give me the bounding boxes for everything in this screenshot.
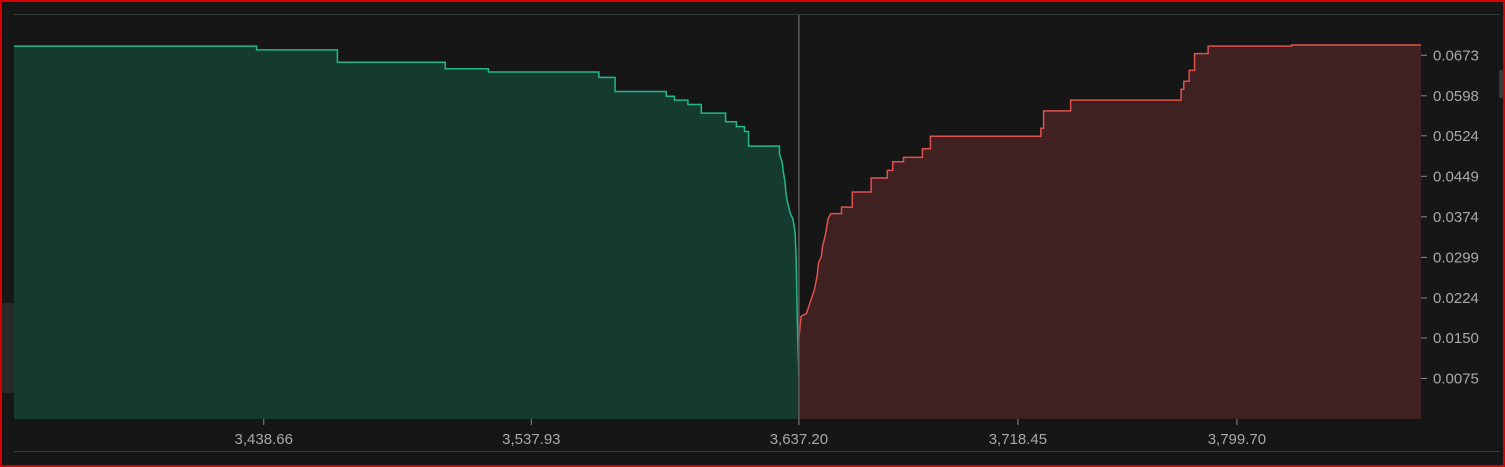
bids-depth-line [14,45,800,376]
x-tick-label: 3,799.70 [1208,431,1266,448]
asks-depth-area [798,45,1421,419]
x-tick-label: 3,438.66 [235,431,293,448]
top-border-line [14,14,1500,15]
right-edge-mark [1499,70,1503,98]
y-tick-label: 0.0150 [1433,330,1479,347]
y-tick-label: 0.0299 [1433,249,1479,266]
bottom-border-line [14,451,1500,452]
left-edge-handle [2,303,14,393]
y-tick-label: 0.0598 [1433,88,1479,105]
y-tick-label: 0.0673 [1433,47,1479,64]
y-tick-label: 0.0524 [1433,128,1479,145]
y-tick-label: 0.0449 [1433,168,1479,185]
x-tick-label: 3,537.93 [502,431,560,448]
asks-depth-line [798,44,1421,338]
y-tick-label: 0.0374 [1433,209,1479,226]
x-tick-label: 3,718.45 [989,431,1047,448]
y-tick-label: 0.0075 [1433,370,1479,387]
bids-depth-area [14,46,799,419]
x-tick-label: 3,637.20 [770,431,828,448]
y-tick-label: 0.0224 [1433,290,1479,307]
